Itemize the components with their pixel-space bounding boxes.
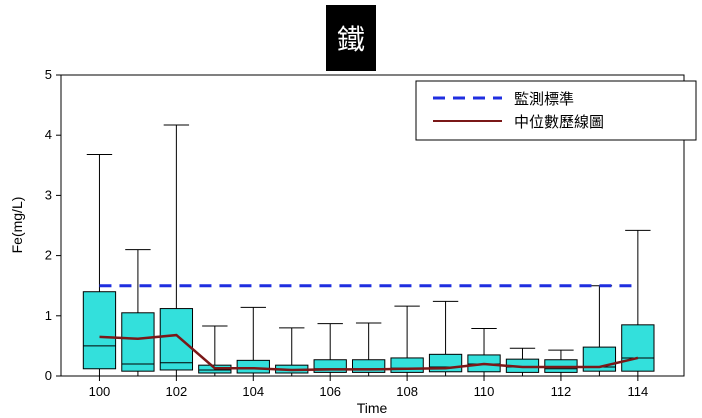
x-tick-label: 114	[627, 384, 648, 399]
box-114	[621, 229, 655, 376]
y-tick-label: 1	[45, 308, 52, 323]
box-112	[544, 349, 578, 376]
box-101	[121, 249, 155, 376]
y-tick-label: 2	[45, 248, 52, 263]
y-tick-label: 5	[45, 67, 52, 82]
box-100	[82, 153, 117, 376]
legend-label-standard: 監測標準	[514, 90, 574, 108]
y-tick-label: 4	[45, 127, 52, 142]
box-106	[313, 323, 347, 376]
tick-labels: 0 1 2 3 4 5 100 102 104 106 108 110 112 114	[45, 67, 648, 399]
median-line-layer	[99, 333, 639, 372]
axes	[56, 74, 685, 381]
legend: 監測標準 中位數歷線圖	[415, 80, 697, 141]
y-axis-title: Fe(mg/L)	[9, 197, 25, 254]
x-tick-label: 100	[89, 384, 111, 399]
x-tick-label: 108	[396, 384, 418, 399]
chart-title: 鐵	[326, 5, 376, 71]
boxes-layer	[82, 124, 655, 376]
box-body	[621, 324, 655, 372]
plot-frame	[60, 74, 685, 377]
legend-box	[415, 80, 697, 141]
x-tick-label: 104	[242, 384, 264, 399]
median-line	[99, 333, 639, 372]
x-axis-title: Time	[357, 400, 388, 416]
x-tick-label: 102	[166, 384, 188, 399]
box-102	[159, 124, 194, 376]
box-111	[505, 347, 540, 376]
box-113	[582, 285, 617, 376]
box-body	[121, 312, 155, 372]
box-110	[467, 327, 501, 376]
box-108	[390, 305, 424, 376]
box-104	[236, 306, 270, 376]
legend-label-median: 中位數歷線圖	[514, 113, 604, 131]
y-tick-label: 3	[45, 187, 52, 202]
x-tick-label: 110	[474, 384, 495, 399]
box-109	[428, 300, 463, 376]
x-tick-label: 112	[551, 384, 572, 399]
box-body	[236, 359, 270, 374]
box-body	[82, 291, 117, 370]
box-body	[159, 308, 194, 371]
y-tick-label: 0	[45, 368, 52, 383]
x-tick-label: 106	[319, 384, 341, 399]
